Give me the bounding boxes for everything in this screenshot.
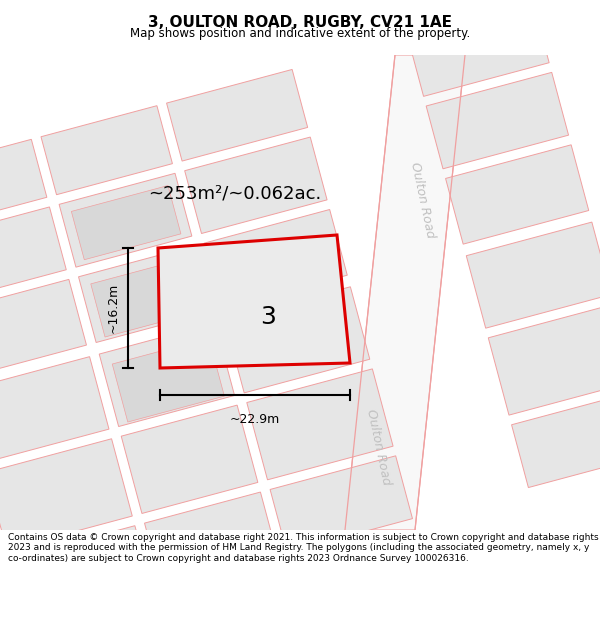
Polygon shape — [270, 456, 412, 552]
Polygon shape — [466, 222, 600, 328]
Polygon shape — [185, 137, 327, 234]
Text: ~22.9m: ~22.9m — [230, 413, 280, 426]
Polygon shape — [0, 139, 47, 231]
Polygon shape — [145, 492, 277, 586]
Polygon shape — [71, 186, 181, 260]
Polygon shape — [158, 235, 350, 368]
Text: Map shows position and indicative extent of the property.: Map shows position and indicative extent… — [130, 27, 470, 39]
Polygon shape — [247, 369, 393, 480]
Polygon shape — [512, 391, 600, 488]
Polygon shape — [91, 258, 202, 337]
Polygon shape — [488, 304, 600, 415]
Polygon shape — [225, 287, 370, 393]
Polygon shape — [0, 439, 132, 550]
Text: ~253m²/~0.062ac.: ~253m²/~0.062ac. — [148, 184, 322, 202]
Polygon shape — [204, 209, 347, 309]
Polygon shape — [167, 69, 308, 161]
Polygon shape — [112, 338, 224, 422]
Polygon shape — [121, 405, 258, 514]
Polygon shape — [99, 323, 235, 426]
Polygon shape — [79, 246, 212, 342]
Polygon shape — [220, 273, 338, 365]
Text: 3, OULTON ROAD, RUGBY, CV21 1AE: 3, OULTON ROAD, RUGBY, CV21 1AE — [148, 16, 452, 31]
Polygon shape — [0, 279, 86, 379]
Text: Contains OS data © Crown copyright and database right 2021. This information is : Contains OS data © Crown copyright and d… — [8, 533, 598, 562]
Polygon shape — [408, 5, 549, 96]
Polygon shape — [426, 72, 569, 169]
Text: ~16.2m: ~16.2m — [107, 283, 120, 333]
Polygon shape — [0, 357, 109, 462]
Polygon shape — [59, 173, 192, 267]
Polygon shape — [345, 55, 465, 530]
Polygon shape — [446, 145, 589, 244]
Text: Oulton Road: Oulton Road — [407, 161, 436, 239]
Polygon shape — [41, 106, 172, 195]
Text: Oulton Road: Oulton Road — [364, 408, 392, 486]
Polygon shape — [9, 526, 152, 622]
Text: 3: 3 — [260, 305, 276, 329]
Polygon shape — [0, 207, 66, 303]
